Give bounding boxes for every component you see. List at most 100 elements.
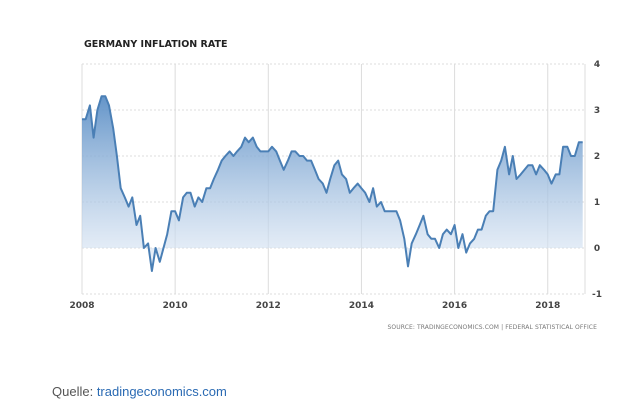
- data-point: [107, 103, 111, 107]
- data-point: [162, 246, 166, 250]
- source-caption: Quelle: tradingeconomics.com: [52, 384, 227, 399]
- data-point: [534, 172, 538, 176]
- data-point: [398, 218, 402, 222]
- data-point: [135, 223, 139, 227]
- data-point: [453, 223, 457, 227]
- data-point: [239, 145, 243, 149]
- data-point: [142, 246, 146, 250]
- data-point: [495, 168, 499, 172]
- data-point: [437, 246, 441, 250]
- data-point: [480, 228, 484, 232]
- data-point: [519, 172, 523, 176]
- data-point: [550, 182, 554, 186]
- data-point: [577, 140, 581, 144]
- data-point: [391, 209, 395, 213]
- data-point: [581, 140, 585, 144]
- data-point: [526, 163, 530, 167]
- data-point: [305, 159, 309, 163]
- source-link[interactable]: tradingeconomics.com: [96, 384, 227, 399]
- data-point: [123, 195, 127, 199]
- series-layer: [80, 94, 585, 272]
- data-point: [332, 163, 336, 167]
- data-point: [286, 159, 290, 163]
- data-point: [387, 209, 391, 213]
- data-point: [317, 177, 321, 181]
- data-point: [165, 232, 169, 236]
- y-tick-label: 4: [594, 60, 600, 70]
- data-point: [200, 200, 204, 204]
- data-point: [542, 168, 546, 172]
- data-point: [383, 209, 387, 213]
- data-point: [511, 154, 515, 158]
- data-point: [127, 205, 131, 209]
- data-point: [499, 159, 503, 163]
- data-point: [235, 149, 239, 153]
- data-point: [103, 94, 107, 98]
- data-point: [80, 117, 84, 121]
- data-point: [189, 191, 193, 195]
- data-point: [328, 177, 332, 181]
- axis-ticks: 2008 2010 2012 2014 2016 2018 -1 0 1 2 3 4: [69, 60, 602, 311]
- data-point: [119, 186, 123, 190]
- y-tick-label: 1: [594, 198, 600, 208]
- data-point: [394, 209, 398, 213]
- data-point: [258, 149, 262, 153]
- data-point: [278, 159, 282, 163]
- data-point: [158, 260, 162, 264]
- caption-prefix: Quelle:: [52, 384, 97, 399]
- data-point: [402, 237, 406, 241]
- data-point: [352, 186, 356, 190]
- data-point: [418, 223, 422, 227]
- chart-title: GERMANY INFLATION RATE: [84, 39, 227, 50]
- data-point: [84, 117, 88, 121]
- data-point: [348, 191, 352, 195]
- data-point: [371, 186, 375, 190]
- data-point: [441, 232, 445, 236]
- data-point: [212, 177, 216, 181]
- data-point: [530, 163, 534, 167]
- series-area: [82, 96, 583, 271]
- data-point: [573, 154, 577, 158]
- data-point: [561, 145, 565, 149]
- data-point: [507, 172, 511, 176]
- x-tick-label: 2018: [535, 301, 560, 311]
- data-point: [363, 191, 367, 195]
- data-point: [301, 154, 305, 158]
- data-point: [92, 136, 96, 140]
- data-point: [266, 149, 270, 153]
- data-point: [196, 195, 200, 199]
- data-point: [243, 136, 247, 140]
- data-point: [503, 145, 507, 149]
- source-note: SOURCE: TRADINGECONOMICS.COM | FEDERAL S…: [388, 324, 598, 331]
- data-point: [488, 209, 492, 213]
- data-point: [100, 94, 104, 98]
- data-point: [95, 108, 99, 112]
- data-point: [298, 154, 302, 158]
- data-point: [282, 168, 286, 172]
- data-point: [204, 186, 208, 190]
- data-point: [523, 168, 527, 172]
- data-point: [146, 241, 150, 245]
- data-point: [313, 168, 317, 172]
- x-tick-label: 2008: [69, 301, 94, 311]
- data-point: [208, 186, 212, 190]
- data-point: [464, 251, 468, 255]
- series-line: [82, 95, 583, 272]
- data-point: [410, 241, 414, 245]
- data-point: [220, 159, 224, 163]
- data-point: [138, 214, 142, 218]
- data-point: [476, 228, 480, 232]
- data-point: [216, 168, 220, 172]
- data-point: [185, 191, 189, 195]
- data-point: [565, 145, 569, 149]
- data-point: [433, 237, 437, 241]
- data-point: [223, 154, 227, 158]
- x-tick-label: 2016: [442, 301, 467, 311]
- data-point: [255, 145, 259, 149]
- data-point: [231, 154, 235, 158]
- data-point: [293, 149, 297, 153]
- data-point: [538, 163, 542, 167]
- data-point: [154, 246, 158, 250]
- y-tick-label: -1: [592, 290, 602, 300]
- y-tick-label: 2: [594, 152, 600, 162]
